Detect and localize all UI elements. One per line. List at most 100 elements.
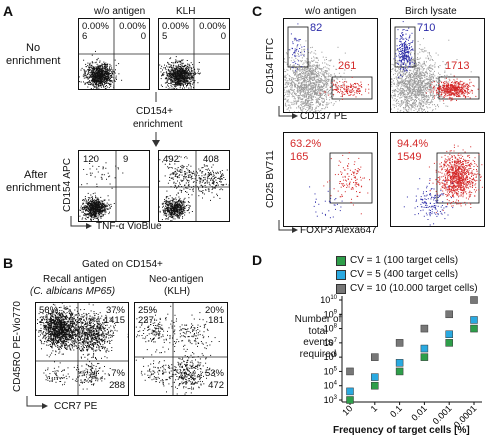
panelA-top2-ul2: 5 — [162, 31, 168, 42]
panelC-col-header-1: w/o antigen — [305, 6, 357, 17]
panelD-point-series-3 — [420, 324, 429, 333]
panelA-row-label-bottom-2: enrichment — [6, 182, 61, 194]
panelC-top1-blue: 82 — [310, 22, 323, 34]
panelD-point-series-2 — [445, 330, 453, 339]
panelC-plot-bottom-1: 63.2% 165 — [283, 132, 378, 227]
panelD-x-tick-label: 1 — [369, 403, 380, 414]
panelA-plot-top-2: 0.00% 5 0.00% 0 — [158, 18, 230, 90]
panelA-top1-ul2: 6 — [82, 31, 88, 42]
panelB-p1-lr1: 7% — [111, 368, 125, 379]
panelA-bottom2-ul: 492 — [163, 154, 179, 165]
dot-cloud-ul — [36, 303, 86, 358]
legend-label-cv5: CV = 5 (400 target cells) — [350, 269, 459, 280]
dot-cloud-ll — [43, 361, 70, 386]
gate-treg — [436, 152, 480, 204]
dot-cloud-ur — [181, 156, 229, 201]
panelD-point-series-1 — [395, 367, 404, 376]
gate-treg — [329, 152, 373, 204]
dot-cloud-blue — [394, 21, 415, 78]
panelB-plot-2: 25% 227 20% 181 53% 472 — [134, 302, 228, 396]
panel-label-a: A — [3, 3, 14, 19]
gate-cd154 — [394, 26, 416, 68]
panelC-col-header-2: Birch lysate — [405, 6, 457, 17]
panelA-enrichment-arrow — [152, 92, 160, 147]
panelB-p2-ul2: 227 — [138, 315, 154, 326]
panelD-y-tick-label: 1010 — [320, 295, 337, 305]
panelD-point-series-2 — [470, 316, 478, 324]
dot-cloud-blue — [403, 178, 454, 226]
dot-cloud — [159, 56, 201, 89]
panelD-y-tick-label: 108 — [324, 324, 338, 334]
panelD-point-series-3 — [470, 296, 478, 304]
panelB-p1-ul2: 2155 — [39, 315, 61, 326]
panelD-point-series-3 — [346, 367, 354, 376]
panel-label-c: C — [252, 3, 263, 19]
panelA-top2-ul: 0.00% — [162, 21, 189, 32]
dot-cloud-blue — [289, 23, 309, 72]
panelB-axis-corner — [26, 396, 48, 409]
panelA-bottom1-ur: 9 — [123, 154, 129, 165]
panelB-xlabel: CCR7 PE — [54, 401, 98, 412]
panelB-p2-ur2: 181 — [208, 315, 224, 326]
dot-cloud-lr — [159, 350, 216, 395]
legend-swatch-cv1 — [336, 256, 346, 266]
panelD-y-tick-label: 103 — [324, 395, 338, 405]
legend-label-cv10: CV = 10 (10.000 target cells) — [350, 283, 478, 294]
panelD-point-series-1 — [371, 381, 379, 390]
panelC-bottom1-n: 165 — [290, 151, 309, 163]
panelB-p2-lr1: 53% — [204, 368, 224, 379]
panelD-y-tick-label: 104 — [324, 381, 338, 391]
panelA-top1-ur: 0.00% — [119, 21, 146, 32]
panelB-p2-ul1: 25% — [138, 305, 158, 316]
panelB-col1-line1: Recall antigen — [43, 274, 107, 285]
dot-cloud-gray — [391, 38, 472, 112]
dot-cloud-sparse — [81, 157, 124, 189]
panelA-plot-bottom-2: 492 408 — [158, 150, 230, 222]
legend-swatch-cv10 — [336, 284, 346, 294]
panelD-x-tick-label: 10 — [340, 403, 354, 417]
panelC-bottom-xlabel: FOXP3 Alexa647 — [300, 225, 377, 236]
panelC-plot-top-1: 82 261 — [283, 18, 378, 113]
panelB-col2-line2: (KLH) — [164, 286, 191, 297]
panelD-point-series-2 — [346, 387, 354, 396]
panelC-top2-blue: 710 — [417, 22, 436, 34]
panelA-axis-corner — [70, 216, 92, 229]
panelA-bottom1-ul: 120 — [83, 154, 99, 165]
gate-cd154 — [287, 26, 309, 68]
dot-cloud-red — [425, 75, 479, 102]
panelD-point-series-1 — [470, 324, 478, 333]
legend-swatch-cv5 — [336, 270, 346, 280]
panelB-p1-lr2: 288 — [109, 380, 125, 391]
panelC-top-axis-corner — [278, 106, 298, 119]
panelB-col2-line1: Neo-antigen — [149, 274, 204, 285]
panelA-bottom2-ur: 408 — [203, 154, 219, 165]
panelC-plot-bottom-2: 94.4% 1549 — [390, 132, 485, 227]
panelD-point-series-2 — [371, 373, 379, 381]
panelA-col-header-1: w/o antigen — [94, 6, 146, 17]
panel-label-b: B — [3, 255, 14, 271]
panelA-plot-top-1: 0.00% 6 0.00% 0 — [78, 18, 150, 90]
dot-cloud-main — [159, 192, 193, 221]
panelD-y-tick-label: 109 — [324, 309, 338, 319]
panelD-y-tick-label: 107 — [324, 338, 338, 348]
panelD-point-series-3 — [395, 339, 404, 347]
panelA-row-label-top-2: enrichment — [6, 55, 61, 67]
panelB-p1-ul1: 56% — [39, 305, 59, 316]
panelA-col-header-2: KLH — [176, 6, 196, 17]
dot-cloud-red — [323, 152, 370, 215]
dot-cloud-gray — [284, 39, 352, 112]
panelC-plot-top-2: 710 1713 — [390, 18, 485, 113]
dot-cloud-blue — [309, 186, 343, 219]
panelA-top2-ur: 0.00% — [199, 21, 226, 32]
dot-cloud-ul — [159, 155, 211, 199]
panel-label-d: D — [252, 252, 263, 268]
dot-cloud-red — [319, 76, 370, 100]
panelD-y-tick-label: 105 — [324, 366, 338, 376]
panelD-point-series-1 — [445, 339, 453, 347]
panelC-bottom1-pct: 63.2% — [290, 138, 322, 150]
panelA-top1-ur2: 0 — [140, 31, 146, 42]
panelD-x-tick-label: 0.001 — [431, 403, 454, 426]
panelA-top2-ur2: 0 — [220, 31, 226, 42]
panelC-top1-red: 261 — [338, 60, 357, 72]
panelD-point-series-1 — [420, 353, 429, 361]
